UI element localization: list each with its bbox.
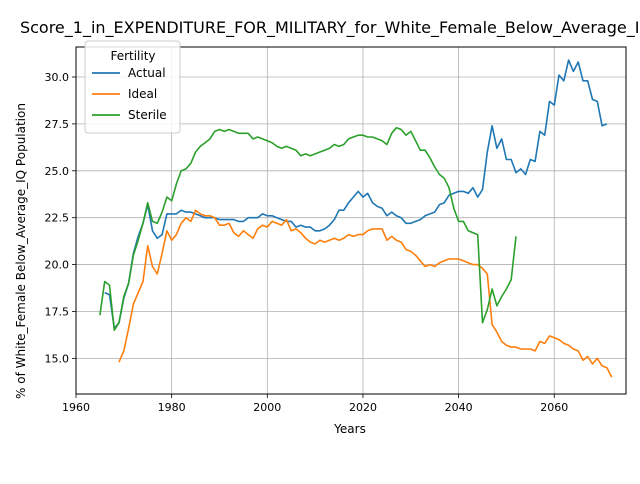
- chart-title: Score_1_in_EXPENDITURE_FOR_MILITARY_for_…: [20, 18, 640, 38]
- series-lines: [99, 59, 613, 378]
- x-tick-label: 1980: [158, 401, 186, 414]
- y-tick-label: 25.0: [45, 165, 70, 178]
- legend: Fertility Actual Ideal Sterile: [84, 40, 181, 134]
- legend-entries: Actual Ideal Sterile: [92, 66, 167, 122]
- x-axis-label: Years: [333, 422, 366, 436]
- legend-title: Fertility: [110, 49, 155, 63]
- x-axis-ticks: 1960 1980 2000 2020 2040 2060: [62, 394, 568, 414]
- y-tick-label: 30.0: [45, 71, 70, 84]
- legend-box: [84, 40, 181, 134]
- y-axis-ticks: 15.0 17.5 20.0 22.5 25.0 27.5 30.0: [45, 71, 76, 365]
- legend-label-ideal: Ideal: [128, 87, 157, 101]
- series-line-actual: [104, 59, 608, 330]
- y-tick-label: 20.0: [45, 259, 70, 272]
- x-tick-label: 1960: [62, 401, 90, 414]
- series-line-ideal: [118, 209, 613, 378]
- plot-frame: [75, 46, 627, 395]
- y-tick-label: 22.5: [45, 212, 70, 225]
- x-tick-label: 2040: [445, 401, 473, 414]
- y-axis-label: % of White_Female Below_Average_IQ Popul…: [14, 103, 28, 399]
- x-tick-label: 2060: [540, 401, 568, 414]
- legend-label-sterile: Sterile: [128, 108, 167, 122]
- x-tick-label: 2020: [349, 401, 377, 414]
- legend-label-actual: Actual: [128, 66, 166, 80]
- series-line-sterile: [99, 126, 517, 331]
- y-tick-label: 27.5: [45, 118, 70, 131]
- x-tick-label: 2000: [253, 401, 281, 414]
- y-tick-label: 17.5: [45, 305, 70, 318]
- y-tick-label: 15.0: [45, 352, 70, 365]
